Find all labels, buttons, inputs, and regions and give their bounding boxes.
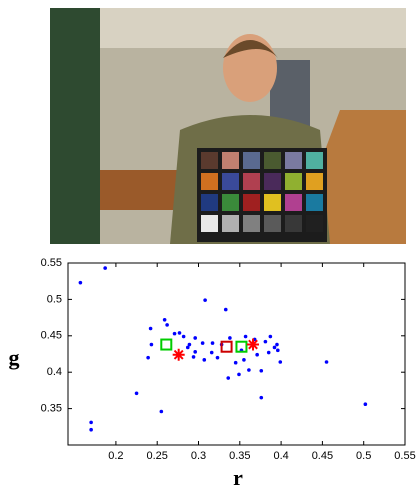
patch	[306, 194, 323, 211]
patch	[243, 194, 260, 211]
point	[259, 395, 264, 400]
square-marker	[235, 340, 248, 353]
point	[103, 266, 107, 270]
patch	[243, 173, 260, 190]
point	[134, 391, 139, 396]
star-marker	[172, 348, 185, 361]
patch	[264, 173, 281, 190]
point	[223, 307, 228, 312]
y-tick-label: 0.55	[41, 257, 62, 269]
x-tick-label: 0.2	[108, 450, 123, 462]
color-checker	[197, 148, 327, 242]
patch	[285, 152, 302, 169]
square-marker	[160, 338, 173, 351]
point	[242, 358, 246, 362]
chalkboard	[50, 8, 100, 244]
point	[78, 280, 83, 285]
patch	[243, 215, 260, 232]
point	[228, 336, 232, 340]
photo	[50, 8, 406, 244]
y-axis-label: g	[9, 345, 20, 370]
x-tick-label: 0.5	[356, 450, 371, 462]
patch	[285, 194, 302, 211]
patch	[201, 173, 218, 190]
point	[200, 341, 205, 345]
point	[148, 326, 153, 331]
y-tick-label: 0.5	[47, 293, 62, 305]
y-tick-label: 0.35	[41, 403, 62, 415]
point	[266, 350, 271, 355]
point	[159, 409, 164, 414]
point	[275, 348, 280, 353]
checker-patches	[201, 152, 323, 232]
patch	[201, 215, 218, 232]
point	[191, 355, 196, 359]
point	[165, 323, 169, 327]
patch	[201, 194, 218, 211]
point	[255, 352, 259, 357]
point	[181, 334, 186, 339]
point	[215, 355, 220, 360]
patch	[201, 152, 218, 169]
point	[233, 360, 238, 365]
plot-frame	[67, 262, 406, 446]
railing	[100, 170, 180, 210]
point	[187, 342, 192, 347]
point	[247, 368, 251, 372]
patch	[285, 215, 302, 232]
x-tick-label: 0.3	[191, 450, 206, 462]
point	[363, 402, 368, 407]
star-marker	[247, 338, 260, 351]
y-tick-label: 0.45	[41, 330, 62, 342]
point	[203, 298, 207, 302]
y-tick-label: 0.4	[47, 366, 62, 378]
point	[193, 350, 198, 354]
point	[237, 372, 241, 377]
patch	[264, 194, 281, 211]
point	[272, 345, 277, 350]
patch	[264, 215, 281, 232]
patch	[222, 152, 239, 169]
point	[324, 360, 329, 364]
ceiling	[50, 8, 406, 48]
x-tick-label: 0.4	[273, 450, 288, 462]
point	[278, 360, 283, 364]
square-marker	[220, 340, 233, 353]
point	[226, 376, 231, 380]
point	[162, 317, 167, 322]
patch	[306, 152, 323, 169]
point	[243, 334, 248, 339]
point	[275, 342, 279, 347]
point	[193, 336, 198, 340]
x-axis-label: r	[233, 465, 243, 490]
point	[259, 368, 264, 373]
patch	[222, 194, 239, 211]
point	[149, 342, 154, 347]
patch	[285, 173, 302, 190]
point	[185, 345, 190, 350]
point	[89, 420, 93, 425]
patch	[222, 215, 239, 232]
point	[172, 331, 177, 336]
patch	[306, 173, 323, 190]
point	[202, 358, 207, 362]
point	[263, 339, 268, 344]
point	[210, 341, 215, 345]
hair	[223, 40, 278, 58]
point	[177, 331, 182, 335]
x-tick-label: 0.55	[394, 450, 415, 462]
patch	[264, 152, 281, 169]
x-tick-label: 0.35	[229, 450, 250, 462]
x-tick-label: 0.25	[146, 450, 167, 462]
patch	[222, 173, 239, 190]
x-tick-label: 0.45	[312, 450, 333, 462]
patch	[243, 152, 260, 169]
point	[268, 334, 273, 339]
point	[146, 355, 150, 360]
point	[209, 350, 214, 355]
patch	[306, 215, 323, 232]
point	[89, 427, 93, 432]
